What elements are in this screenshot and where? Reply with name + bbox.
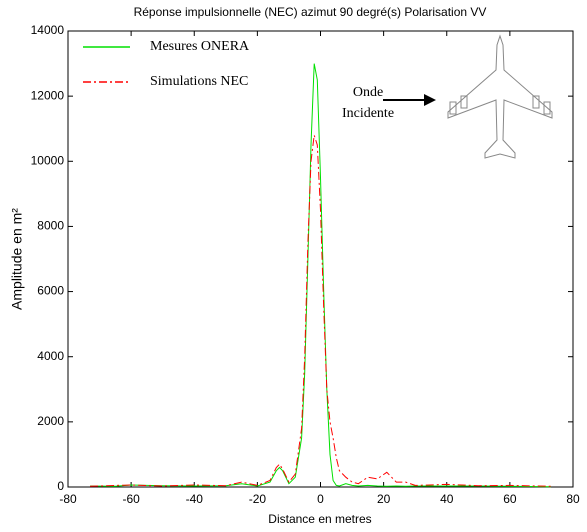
- x-tick-label: -20: [249, 492, 267, 506]
- y-tick-label: 14000: [31, 23, 65, 37]
- arrow-head: [424, 94, 436, 106]
- x-tick-label: -40: [186, 492, 204, 506]
- legend-label: Mesures ONERA: [150, 39, 250, 54]
- y-tick-label: 8000: [37, 219, 64, 233]
- x-tick-label: 40: [440, 492, 454, 506]
- x-tick-label: -60: [122, 492, 140, 506]
- x-axis-label: Distance en metres: [268, 512, 371, 526]
- chart-title: Réponse impulsionnelle (NEC) azimut 90 d…: [134, 5, 487, 19]
- x-tick-label: 0: [317, 492, 324, 506]
- y-axis-label: Amplitude en m²: [9, 208, 25, 310]
- x-tick-label: 80: [566, 492, 580, 506]
- y-tick-label: 6000: [37, 284, 64, 298]
- y-tick-label: 2000: [37, 414, 64, 428]
- annotation: Incidente: [342, 106, 394, 121]
- plot-frame: [67, 30, 574, 488]
- y-tick-label: 4000: [37, 349, 64, 363]
- y-tick-label: 0: [57, 479, 64, 493]
- airplane: [447, 34, 553, 159]
- series-line: [90, 63, 551, 488]
- series-line: [90, 135, 551, 487]
- annotation: Onde: [353, 85, 383, 100]
- x-tick-label: 20: [377, 492, 391, 506]
- x-tick-label: 60: [503, 492, 517, 506]
- legend-label: Simulations NEC: [150, 74, 248, 89]
- y-tick-label: 10000: [31, 153, 65, 167]
- x-tick-label: -80: [59, 492, 77, 506]
- y-tick-label: 12000: [31, 88, 65, 102]
